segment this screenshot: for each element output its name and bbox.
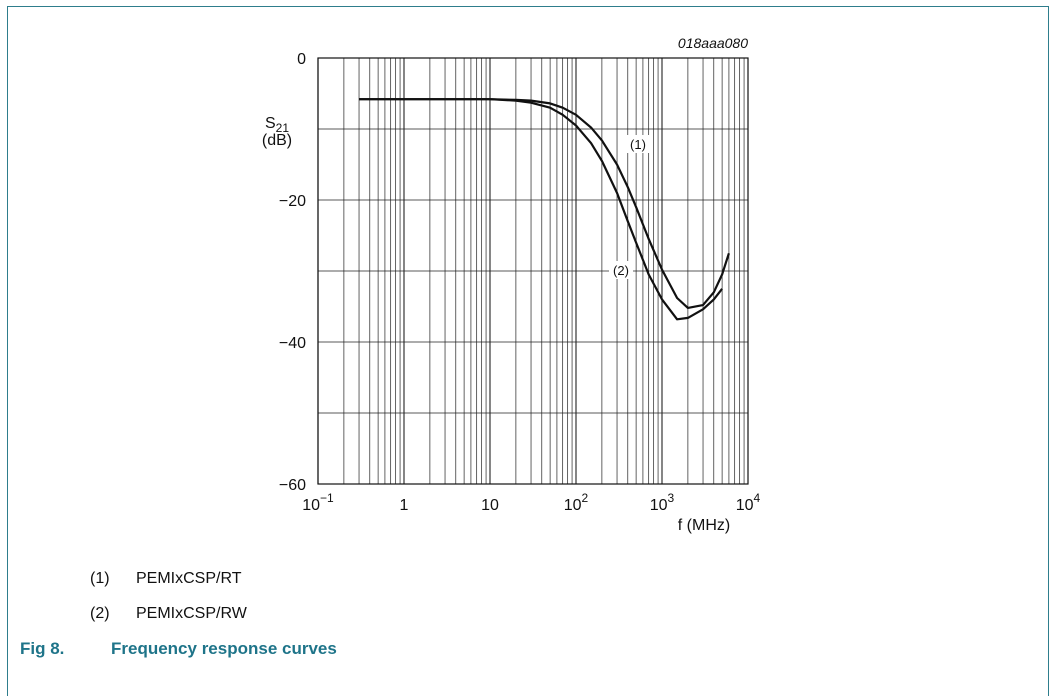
legend-item-2: (2) PEMIxCSP/RW (90, 605, 247, 623)
curve-annotation-1: (1) (630, 137, 646, 152)
y-tick-label: −60 (279, 477, 306, 494)
figure-caption: Fig 8. Frequency response curves (20, 639, 337, 659)
figure-code: 018aaa080 (678, 35, 748, 51)
y-tick-label: −40 (279, 335, 306, 352)
x-axis-label: f (MHz) (678, 517, 730, 534)
x-tick-label: 10−1 (302, 491, 334, 514)
curve-annotation-2: (2) (613, 263, 629, 278)
x-tick-label: 102 (564, 491, 589, 514)
figure-title: Frequency response curves (111, 639, 337, 658)
plot-border (317, 57, 749, 485)
x-tick-label: 104 (736, 491, 761, 514)
figure-frame (7, 6, 1049, 696)
x-tick-label: 103 (650, 491, 675, 514)
series-line-2 (359, 98, 723, 321)
legend-label-1: PEMIxCSP/RT (136, 570, 242, 587)
y-tick-label: −20 (279, 193, 306, 210)
x-tick-label: 1 (400, 497, 409, 514)
annotation-bg (626, 135, 650, 153)
y-tick-label: 0 (297, 51, 306, 68)
x-tick-label: 10 (481, 497, 499, 514)
legend-item-1: (1) PEMIxCSP/RT (90, 570, 242, 588)
legend-num-2: (2) (90, 605, 110, 622)
figure-number: Fig 8. (20, 639, 65, 658)
series-line-1 (359, 98, 730, 309)
annotation-bg (609, 261, 633, 279)
y-axis-label: S21 (265, 115, 289, 135)
legend-num-1: (1) (90, 570, 110, 587)
legend-label-2: PEMIxCSP/RW (136, 605, 247, 622)
y-axis-unit: (dB) (262, 132, 292, 149)
